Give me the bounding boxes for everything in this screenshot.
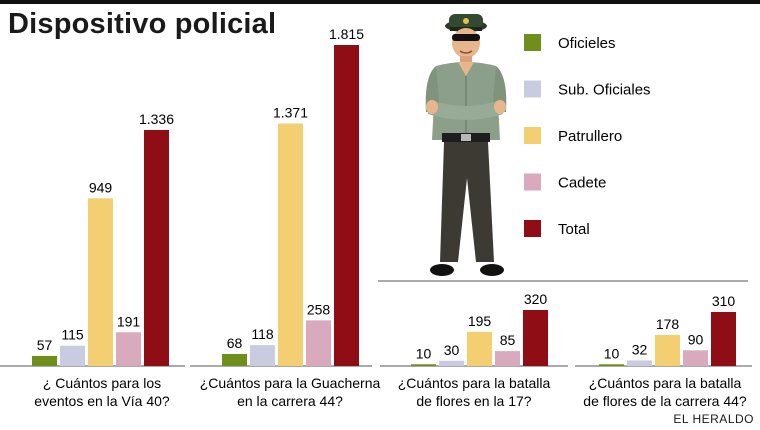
legend-swatch (524, 220, 541, 237)
bar (32, 355, 57, 366)
bar-value-label: 10 (416, 345, 432, 361)
bar-value-label: 195 (468, 313, 492, 329)
bar-value-label: 118 (251, 326, 274, 342)
bar (523, 310, 548, 366)
legend-swatch (524, 34, 541, 51)
category-label: ¿ Cuántos para los (43, 375, 161, 391)
category-label: ¿Cuántos para la Guacherna (200, 375, 381, 391)
bar-value-label: 178 (656, 316, 680, 332)
bar (60, 345, 85, 366)
publisher-credit: EL HERALDO (673, 412, 754, 426)
bar (711, 312, 736, 366)
bar (306, 320, 331, 366)
bar (250, 345, 275, 366)
category-label: en la carrera 44? (237, 393, 343, 409)
police-officer-illustration (425, 14, 507, 276)
bar (627, 360, 652, 366)
bar (334, 45, 359, 366)
legend-label: Cadete (558, 175, 606, 192)
bar-value-label: 30 (444, 342, 460, 358)
bar (495, 351, 520, 366)
bar (439, 360, 464, 366)
legend-swatch (524, 127, 541, 144)
bar (278, 123, 303, 366)
legend-swatch (524, 173, 541, 191)
bar (144, 130, 169, 366)
bar-value-label: 10 (604, 345, 620, 361)
legend-label: Total (558, 221, 590, 238)
legend-swatch (524, 80, 541, 98)
category-label: de flores de la carrera 44? (583, 393, 747, 409)
bar-value-label: 1.371 (273, 105, 308, 121)
bar-value-label: 1.815 (329, 26, 364, 42)
legend-label: Oficieles (558, 35, 616, 52)
bar (88, 198, 113, 366)
page-title: Dispositivo policial (8, 8, 277, 40)
bar (222, 353, 247, 366)
legend-label: Patrullero (558, 128, 622, 145)
bar-group: 10 32 178 90 310 ¿Cuántos para la batalla de f… (575, 293, 752, 409)
bar (116, 332, 141, 366)
bar (467, 331, 492, 366)
bar-groups: 57 115 949 191 1.336 ¿ Cuántos para los evento… (0, 26, 752, 409)
top-rule (0, 0, 760, 4)
bar-value-label: 90 (688, 331, 704, 347)
category-label: ¿Cuántos para la batalla (398, 375, 551, 391)
bar-value-label: 115 (61, 327, 84, 343)
bar (683, 350, 708, 366)
bar-value-label: 191 (117, 313, 141, 329)
bar-group: 68 118 1.371 258 1.815 ¿Cuántos para la Guach… (190, 26, 380, 409)
bar-value-label: 320 (524, 291, 548, 307)
bar-value-label: 949 (89, 179, 113, 195)
bar-value-label: 1.336 (139, 111, 174, 127)
legend: Oficieles Sub. Oficiales Patrullero Cadete T… (524, 34, 651, 238)
bar-value-label: 68 (227, 335, 243, 351)
category-label: de flores en la 17? (416, 393, 531, 409)
category-label: ¿Cuántos para la batalla (589, 375, 742, 391)
bar-value-label: 85 (500, 332, 516, 348)
legend-label: Sub. Oficiales (558, 82, 651, 99)
bar (655, 334, 680, 366)
bar-group: 57 115 949 191 1.336 ¿ Cuántos para los evento… (0, 111, 185, 409)
bar-value-label: 57 (37, 337, 53, 353)
bar (599, 364, 624, 366)
bar (411, 364, 436, 366)
bar-value-label: 258 (307, 301, 331, 317)
bar-value-label: 310 (712, 293, 736, 309)
bar-value-label: 32 (632, 341, 648, 357)
category-label: eventos en la Vía 40? (34, 393, 170, 409)
bar-group: 10 30 195 85 320 ¿Cuántos para la batalla de f… (380, 291, 568, 409)
